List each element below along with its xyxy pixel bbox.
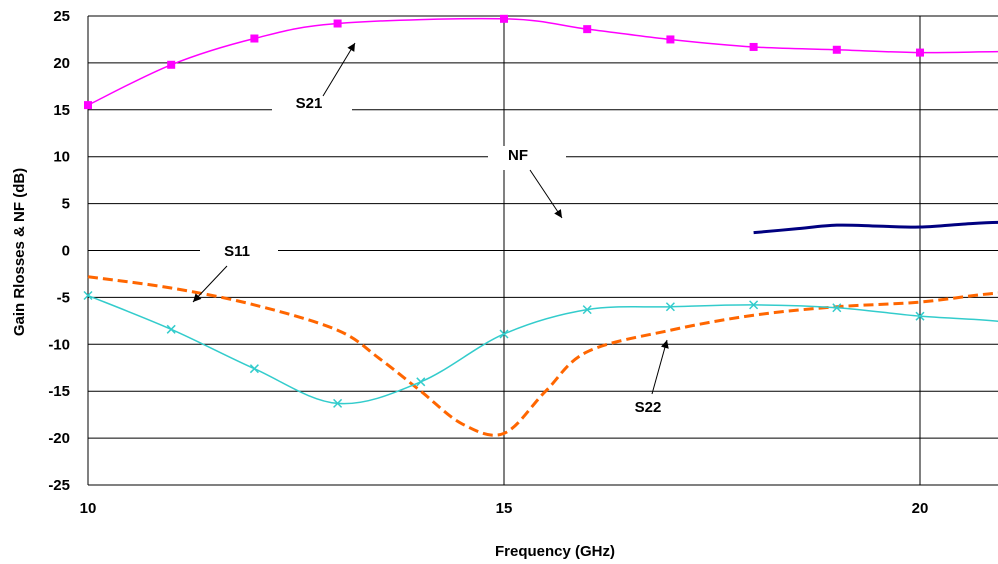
x-tick-label: 15 bbox=[496, 500, 513, 517]
annotation-layer: S21 NF S11 S22 bbox=[192, 42, 692, 420]
annotation-label-s21: S21 bbox=[296, 95, 323, 112]
y-tick-label: 0 bbox=[62, 243, 70, 260]
x-tick-label: 20 bbox=[912, 500, 929, 517]
annotation-arrow-head bbox=[554, 209, 562, 218]
data-point-s21 bbox=[832, 45, 841, 54]
annotation-s11: S11 bbox=[192, 240, 278, 303]
y-axis-title: Gain Rlosses & NF (dB) bbox=[11, 168, 28, 336]
data-point-s22 bbox=[333, 398, 343, 408]
data-point-s22 bbox=[249, 364, 259, 374]
annotation-arrow-line bbox=[192, 265, 228, 303]
data-point-s22 bbox=[83, 290, 93, 301]
data-point-s21 bbox=[167, 60, 176, 69]
series-s22 bbox=[83, 290, 998, 408]
data-point-s21 bbox=[916, 48, 924, 57]
y-tick-label: -15 bbox=[48, 383, 70, 400]
y-tick-label: -20 bbox=[48, 430, 70, 447]
data-point-s21 bbox=[84, 101, 92, 110]
annotation-label-nf: NF bbox=[508, 147, 528, 164]
annotation-arrow-head bbox=[661, 340, 669, 349]
annotation-arrow-line bbox=[651, 339, 668, 395]
annotation-arrow-head bbox=[347, 43, 355, 52]
data-point-s22 bbox=[749, 300, 759, 310]
series-line-nf bbox=[753, 220, 998, 235]
data-point-s21 bbox=[666, 35, 675, 44]
y-tick-label: -25 bbox=[48, 477, 70, 494]
y-tick-labels: 25 20 15 10 5 0 -5 -10 -15 -20 -25 bbox=[48, 8, 70, 494]
y-tick-label: 5 bbox=[62, 196, 70, 213]
y-tick-label: 10 bbox=[53, 149, 70, 166]
annotation-arrow-line bbox=[529, 169, 563, 219]
y-tick-label: -5 bbox=[57, 289, 70, 306]
series-nf bbox=[753, 220, 998, 235]
x-tick-label: 10 bbox=[80, 500, 97, 517]
annotation-background bbox=[606, 396, 692, 420]
annotation-nf: NF bbox=[488, 146, 566, 219]
data-point-s21 bbox=[500, 14, 508, 23]
data-point-s22 bbox=[166, 324, 176, 334]
data-point-s21 bbox=[583, 25, 592, 34]
annotation-s21: S21 bbox=[272, 42, 356, 118]
x-tick-labels: 1015202530 bbox=[80, 500, 929, 517]
data-point-s22 bbox=[665, 302, 675, 312]
data-point-s21 bbox=[250, 34, 259, 43]
annotation-s22: S22 bbox=[606, 339, 692, 420]
series-layer bbox=[83, 14, 998, 437]
series-s21 bbox=[84, 14, 998, 110]
y-tick-label: -10 bbox=[48, 336, 70, 353]
data-point-s21 bbox=[333, 19, 342, 28]
series-line-s22 bbox=[87, 294, 998, 405]
y-tick-label: 15 bbox=[53, 102, 70, 119]
x-axis-title: Frequency (GHz) bbox=[495, 543, 615, 560]
annotation-label-s22: S22 bbox=[635, 399, 662, 416]
annotation-arrow-line bbox=[322, 42, 356, 97]
y-tick-label: 25 bbox=[53, 8, 70, 25]
annotation-background bbox=[272, 96, 352, 118]
annotation-background bbox=[200, 240, 278, 264]
data-point-s22 bbox=[915, 311, 925, 321]
annotation-arrow-head bbox=[193, 293, 202, 302]
data-point-s22 bbox=[499, 329, 509, 339]
data-point-s22 bbox=[832, 303, 842, 313]
annotation-label-s11: S11 bbox=[224, 243, 250, 260]
y-tick-label: 20 bbox=[53, 55, 70, 72]
data-point-s22 bbox=[582, 305, 592, 315]
data-point-s21 bbox=[749, 42, 758, 51]
annotation-background bbox=[488, 146, 566, 170]
data-point-s22 bbox=[416, 377, 426, 387]
series-line-s21 bbox=[87, 17, 998, 106]
